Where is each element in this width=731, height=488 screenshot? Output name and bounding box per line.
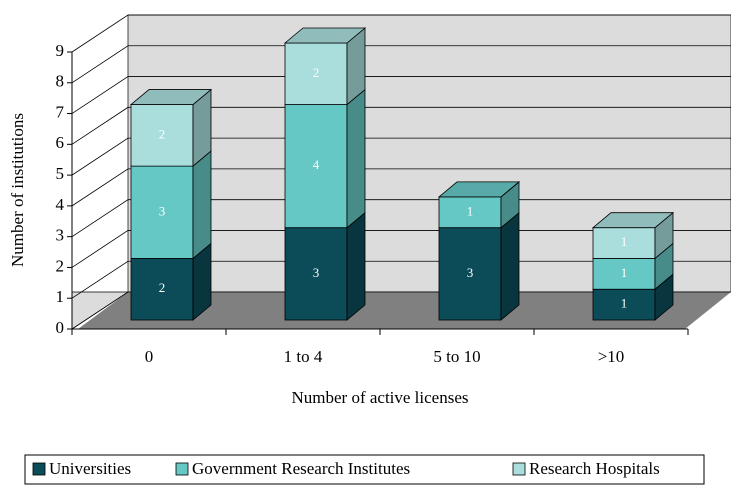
grid-line	[71, 45, 731, 84]
bar-segment	[130, 165, 194, 259]
value-label: 1	[621, 296, 628, 311]
y-tick-label: 1	[56, 287, 65, 306]
grid-line	[71, 137, 731, 176]
y-tick-label: 5	[56, 164, 65, 183]
legend-swatch	[512, 462, 526, 476]
grid-line	[71, 199, 731, 238]
bar-segment	[284, 104, 348, 229]
bar-segment	[284, 42, 348, 105]
bar-segment	[592, 227, 656, 259]
value-label: 2	[159, 280, 166, 295]
bar-segment	[592, 258, 656, 290]
value-label: 3	[313, 265, 320, 280]
grid-line	[71, 260, 731, 299]
legend-label: Government Research Institutes	[192, 459, 410, 478]
y-tick-label: 3	[56, 226, 65, 245]
bar-top	[129, 89, 213, 105]
bar-top	[591, 212, 675, 229]
bar-segment	[438, 196, 502, 229]
bar-segment	[130, 104, 194, 167]
legend	[24, 454, 705, 485]
y-tick-label: 2	[56, 256, 65, 275]
value-label: 2	[159, 126, 166, 141]
y-tick-label: 0	[56, 318, 65, 337]
x-tick-label: 1 to 4	[284, 347, 323, 366]
grid-line	[71, 168, 731, 207]
grid-line	[71, 291, 731, 330]
bar-side	[500, 181, 520, 198]
y-tick-label: 4	[56, 195, 65, 214]
floor	[78, 292, 731, 329]
bar-side	[346, 211, 366, 321]
x-tick-label: 0	[145, 347, 154, 366]
bar-segment	[592, 288, 656, 321]
bar-top	[283, 27, 367, 44]
x-axis-label: Number of active licenses	[291, 388, 468, 407]
bar-side	[500, 211, 520, 321]
value-label: 4	[313, 157, 320, 172]
value-label: 1	[621, 265, 628, 280]
grid-line	[71, 106, 731, 145]
legend-label: Universities	[49, 459, 131, 478]
bar-segment	[130, 258, 194, 321]
bar-side	[192, 150, 212, 260]
y-tick-label: 6	[56, 133, 65, 152]
bar-segment	[438, 227, 502, 321]
legend-swatch	[175, 462, 189, 476]
grid-line	[71, 230, 731, 268]
value-label: 1	[467, 203, 474, 218]
value-label: 1	[621, 234, 628, 249]
value-label: 3	[467, 265, 474, 280]
grid-line	[71, 14, 731, 53]
x-tick-label: >10	[598, 347, 625, 366]
y-tick-label: 7	[56, 102, 65, 121]
value-label: 2	[313, 65, 320, 80]
bar-side	[346, 88, 366, 229]
x-tick-label: 5 to 10	[433, 347, 480, 366]
legend-swatch	[32, 462, 46, 476]
y-tick-label: 8	[56, 72, 65, 91]
legend-label: Research Hospitals	[529, 459, 660, 478]
y-tick-label: 9	[56, 41, 65, 60]
y-axis-label: Number of institutions	[8, 113, 27, 267]
grid-line	[71, 76, 731, 114]
value-label: 3	[159, 203, 166, 218]
